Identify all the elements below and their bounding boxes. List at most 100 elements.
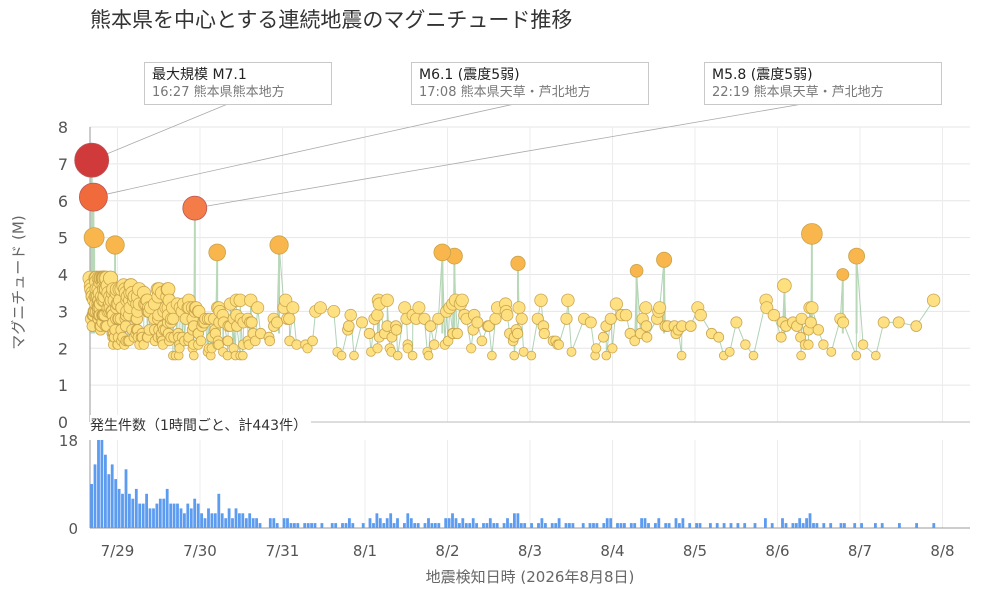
histogram-bar	[193, 498, 197, 528]
event-point	[380, 293, 394, 308]
histogram-bar	[667, 523, 671, 528]
histogram-bar	[293, 523, 296, 528]
event-point	[837, 316, 850, 329]
event-point	[553, 339, 565, 350]
event-point	[512, 301, 526, 315]
event-point	[286, 301, 300, 315]
event-point	[526, 350, 537, 361]
histogram-bar	[430, 523, 434, 528]
histogram-bar	[623, 523, 626, 528]
histogram-bar	[186, 503, 190, 528]
histogram-bar	[506, 518, 509, 528]
histogram-bar	[341, 523, 344, 528]
notable-event-point	[777, 278, 792, 293]
event-point	[342, 320, 355, 332]
histogram-bar	[781, 518, 784, 528]
histogram-bar	[282, 518, 286, 528]
event-point	[713, 331, 725, 343]
histogram-bar	[131, 498, 135, 528]
event-point	[566, 346, 577, 357]
event-point	[870, 350, 881, 361]
event-point	[213, 339, 224, 350]
histogram-bar	[509, 523, 513, 528]
notable-event-point	[74, 142, 110, 178]
histogram-bar	[798, 518, 802, 528]
histogram-bar	[808, 513, 812, 528]
histogram-bar	[165, 488, 169, 528]
notable-event-point	[79, 182, 108, 212]
y-tick-label: 2	[58, 339, 68, 358]
histogram-bar	[344, 523, 348, 528]
event-point	[857, 339, 869, 350]
event-point	[392, 350, 403, 361]
event-point	[336, 350, 347, 361]
event-point	[748, 350, 759, 361]
histogram-bar	[471, 518, 475, 528]
event-point	[619, 308, 633, 322]
event-point	[372, 343, 383, 354]
histogram-bar	[544, 523, 547, 528]
event-point	[371, 308, 384, 322]
chart-title: 熊本県を中心とする連続地震のマグニチュード推移	[90, 8, 573, 32]
event-point	[892, 316, 905, 329]
event-point	[653, 301, 667, 315]
event-point	[511, 327, 524, 340]
histogram-bar	[643, 518, 647, 528]
histogram-bar	[829, 523, 833, 528]
event-point	[584, 316, 597, 329]
annotation-label: M6.1 (震度5弱)	[419, 67, 520, 83]
event-point	[471, 316, 484, 329]
event-point	[195, 335, 207, 347]
histogram-bar	[409, 518, 413, 528]
event-point	[641, 331, 653, 343]
x-tick-label: 8/2	[435, 542, 459, 560]
histogram-bar	[97, 440, 100, 528]
histogram-bar	[234, 508, 238, 528]
event-point	[327, 304, 341, 318]
histogram-bar	[502, 523, 506, 528]
histogram-bar	[241, 513, 245, 528]
histogram-bar	[791, 523, 795, 528]
histogram-bar	[571, 523, 575, 528]
histogram-bar	[616, 523, 619, 528]
event-point	[676, 350, 687, 361]
event-point	[402, 343, 413, 354]
histogram-bar	[255, 518, 258, 528]
histogram-bar	[104, 454, 107, 528]
histogram-bar	[874, 523, 877, 528]
histogram-bar	[372, 523, 375, 528]
histogram-bar	[330, 523, 334, 528]
event-point	[818, 339, 829, 350]
y-tick-label: 3	[58, 302, 68, 321]
histogram-bar	[437, 523, 441, 528]
histogram-bar	[275, 523, 279, 528]
event-point	[501, 308, 514, 322]
x-tick-label: 8/4	[600, 542, 624, 560]
histogram-bar	[244, 518, 248, 528]
histogram-bar	[519, 523, 523, 528]
event-point	[363, 327, 375, 340]
histogram-bar	[657, 518, 661, 528]
histogram-bar	[629, 523, 633, 528]
y-tick-label: 4	[58, 266, 68, 285]
histogram-bar	[516, 513, 520, 528]
x-tick-label: 8/1	[353, 542, 377, 560]
histogram-bar	[313, 523, 317, 528]
y-tick-label: 5	[58, 229, 68, 248]
histogram-bar	[602, 523, 606, 528]
event-point	[609, 297, 624, 311]
histogram-bar	[595, 523, 599, 528]
histogram-bar	[289, 523, 293, 528]
histogram-title: 発生件数（1時間ごと、計443件）	[90, 415, 312, 435]
notable-event-point	[836, 268, 850, 281]
event-point	[607, 343, 618, 354]
histogram-bar	[468, 523, 472, 528]
histogram-bar	[530, 523, 533, 528]
histogram-bar	[843, 523, 846, 528]
event-point	[167, 312, 180, 325]
histogram-bar	[805, 518, 808, 528]
histogram-bar	[557, 518, 561, 528]
annotation-m61: M6.1 (震度5弱) 17:08 熊本県天草・芦北地方	[411, 62, 649, 105]
histogram-bar	[310, 523, 313, 528]
histogram-bar	[674, 518, 678, 528]
